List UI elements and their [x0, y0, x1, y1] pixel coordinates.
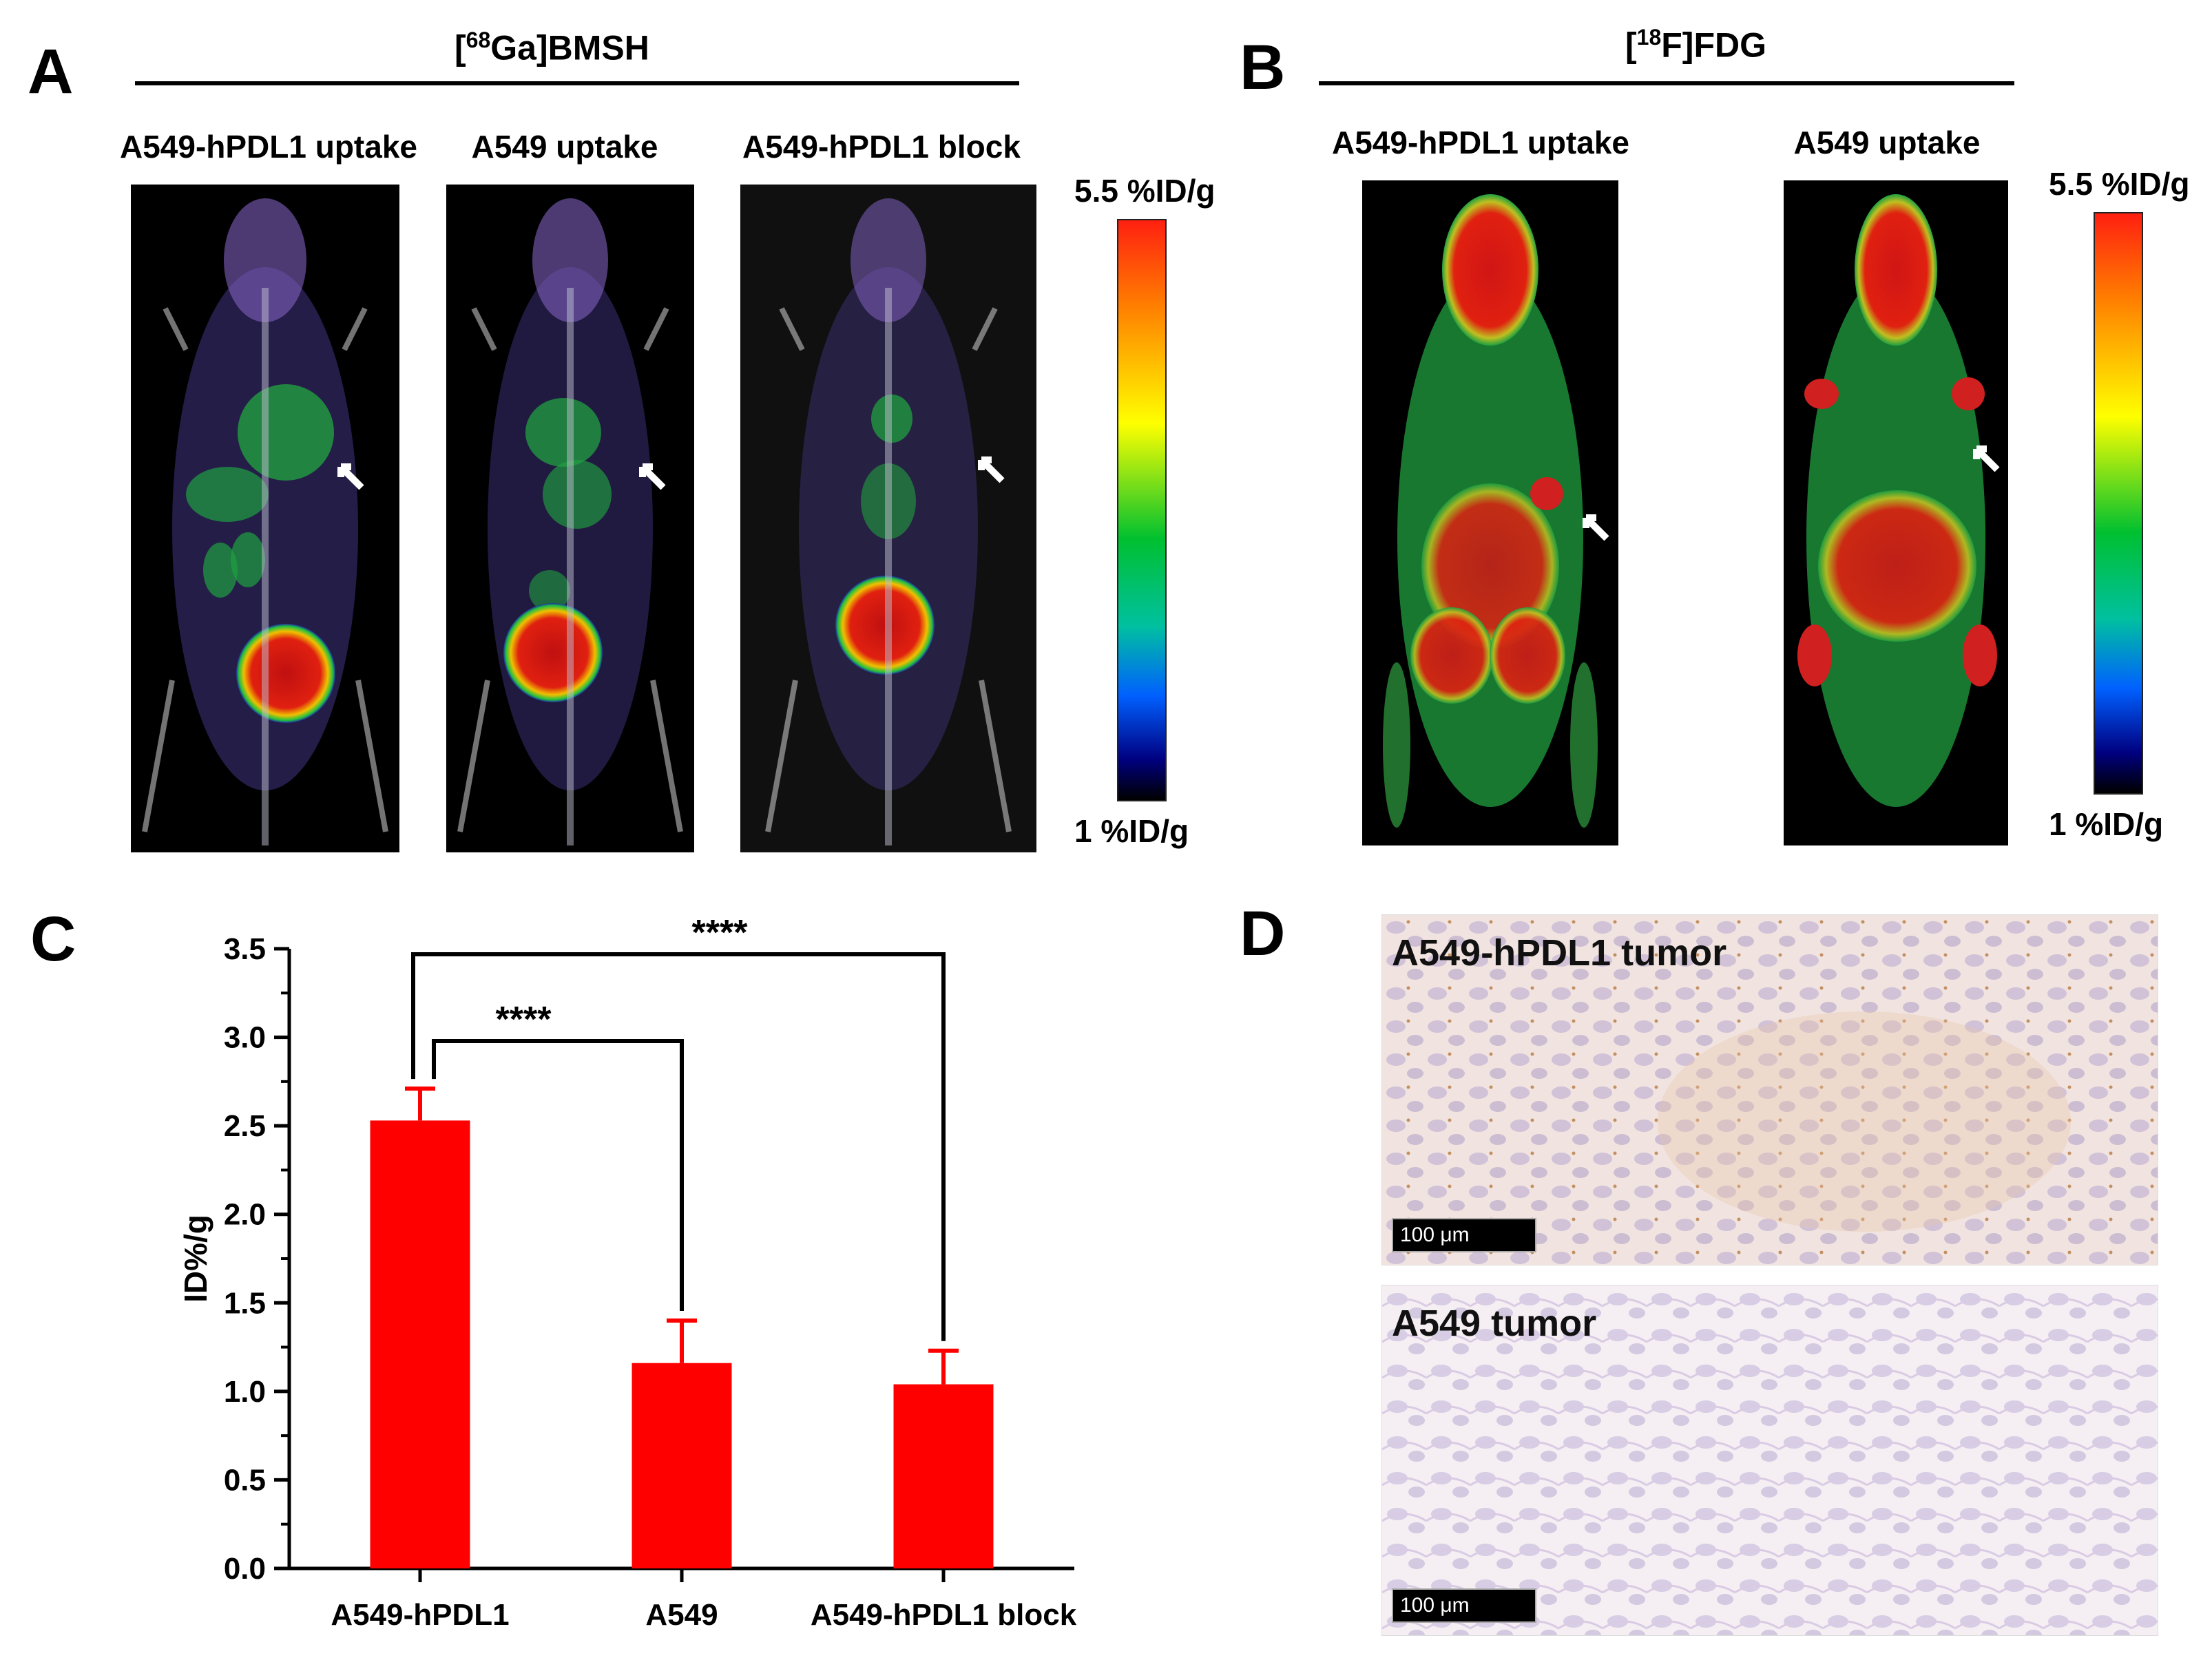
panel-b-image-2-label: A549 uptake: [1793, 125, 1981, 160]
panel-a-title-sup: 68: [466, 28, 491, 52]
panel-b-letter: B: [1240, 32, 1286, 103]
x-tick-label: A549-hPDL1 block: [811, 1598, 1077, 1632]
panel-a-scale-min: 1 %ID/g: [1074, 813, 1189, 849]
y-tick-label: 2.5: [224, 1109, 266, 1143]
significance-bracket: [432, 1039, 684, 1311]
ihc-bottom-label: A549 tumor: [1392, 1303, 1597, 1344]
significance-bracket: [411, 952, 946, 1341]
panel-a-header-rule: [135, 81, 1019, 85]
panel-b-header-rule: [1319, 81, 2014, 85]
y-tick-label: 3.5: [224, 932, 266, 966]
y-tick-label: 3.0: [224, 1021, 266, 1055]
bar: [632, 1363, 732, 1568]
tumor-arrow-icon: [1583, 514, 1609, 541]
panel-a-letter: A: [28, 36, 74, 107]
tumor-arrow-icon: [337, 463, 364, 490]
panel-b-title-post: F]FDG: [1661, 25, 1766, 65]
significance-label: ****: [496, 1000, 552, 1040]
panel-b-title: [18F]FDG: [1625, 25, 1766, 65]
panel-a-title: [68Ga]BMSH: [455, 28, 649, 68]
tumor-arrow-icon: [1973, 445, 2000, 472]
ihc-bottom-scalebar: 100 μm: [1392, 1588, 1536, 1623]
bar-chart: 0.0 0.5 1.0 1.5 2.0 2.5 3.0 3.5 ID%/g A549-hPDL1 A…: [178, 913, 1077, 1632]
panel-a-image-2-label: A549 uptake: [471, 129, 658, 165]
y-axis-label: ID%/g: [178, 1215, 213, 1303]
y-tick-label: 2.0: [224, 1198, 266, 1232]
y-tick-label: 1.5: [224, 1286, 266, 1320]
y-tick-label: 0.0: [224, 1552, 266, 1586]
tumor-arrow-icon: [639, 463, 666, 490]
panel-d-letter: D: [1240, 899, 1286, 969]
bar: [370, 1120, 470, 1568]
panel-b-scale-min: 1 %ID/g: [2049, 806, 2164, 842]
panel-b-scale-max: 5.5 %ID/g: [2049, 166, 2190, 202]
panel-a-colorbar: [1117, 219, 1167, 801]
ihc-top-scalebar: 100 μm: [1392, 1218, 1536, 1252]
fdg-scan-a549-uptake: [1784, 180, 2008, 845]
fdg-scan-a549-hpdl1-uptake: [1362, 180, 1618, 845]
y-tick-label: 1.0: [224, 1375, 266, 1409]
panel-a-title-pre: [: [455, 28, 466, 67]
panel-a-scale-max: 5.5 %ID/g: [1074, 173, 1215, 209]
panel-c-letter: C: [30, 904, 76, 974]
panel-b-title-pre: [: [1625, 25, 1637, 65]
panel-a-image-1-label: A549-hPDL1 uptake: [119, 129, 417, 165]
ihc-image-a549-tumor: A549 tumor 100 μm: [1381, 1285, 2158, 1636]
panel-b-image-1-label: A549-hPDL1 uptake: [1331, 125, 1629, 160]
x-tick-label: A549-hPDL1: [331, 1598, 509, 1632]
tumor-arrow-icon: [978, 456, 1005, 483]
panel-a-image-3-label: A549-hPDL1 block: [742, 129, 1021, 165]
ihc-image-a549-hpdl1-tumor: A549-hPDL1 tumor 100 μm: [1381, 914, 2158, 1265]
x-tick-label: A549: [645, 1598, 718, 1632]
petct-scan-a549-hpdl1-uptake: [131, 185, 399, 852]
ihc-top-label: A549-hPDL1 tumor: [1392, 932, 1727, 974]
petct-scan-a549-uptake: [446, 185, 694, 852]
panel-b-colorbar: [2094, 212, 2143, 795]
significance-label: ****: [692, 913, 749, 953]
y-tick-label: 0.5: [224, 1463, 266, 1497]
petct-scan-a549-hpdl1-block: [740, 185, 1036, 852]
panel-b-title-sup: 18: [1636, 25, 1662, 50]
bar: [893, 1384, 994, 1568]
panel-a-title-post: Ga]BMSH: [490, 28, 649, 67]
